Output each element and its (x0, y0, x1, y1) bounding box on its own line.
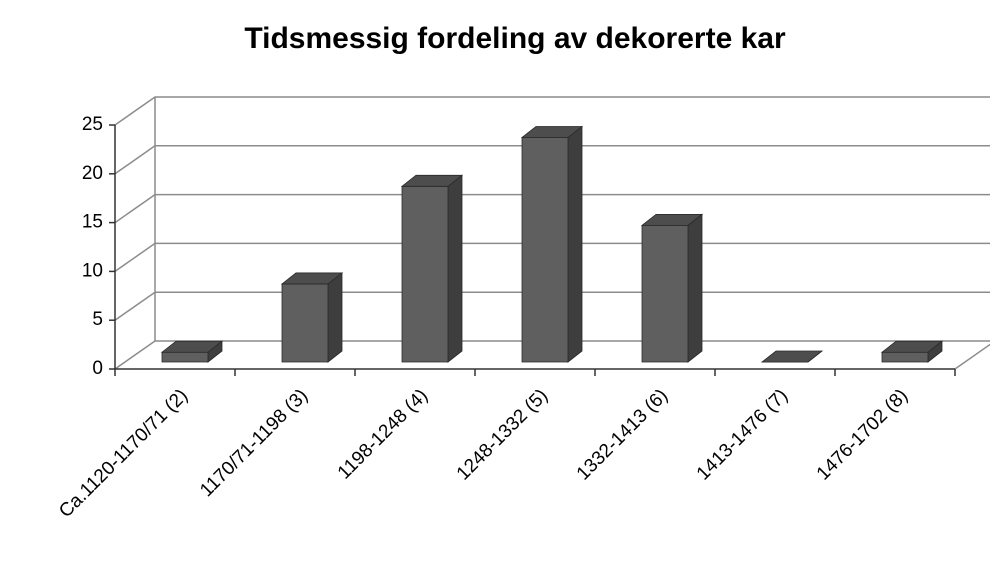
bar-side (687, 213, 703, 363)
bar-side (567, 125, 583, 363)
x-tick-label: 1198-1248 (4) (334, 385, 432, 483)
bar-top (640, 213, 704, 226)
bar-side (447, 174, 463, 363)
bar (400, 174, 464, 363)
x-tick-label: 1476-1702 (8) (813, 385, 912, 484)
bar-top (520, 126, 584, 138)
y-tick-label: 10 (82, 260, 103, 281)
bar-front (881, 351, 929, 363)
grid-line (114, 96, 990, 126)
bar-front (281, 283, 329, 363)
bar-top (160, 340, 224, 353)
chart-title: Tidsmessig fordeling av dekorerte kar (244, 22, 786, 55)
bar-front (521, 137, 569, 363)
y-tick-label: 5 (92, 309, 103, 330)
y-tick-label: 20 (82, 163, 103, 184)
bar-top (880, 340, 944, 353)
x-tick-label: 1248-1332 (5) (453, 385, 552, 484)
x-tick-label: 1332-1413 (6) (573, 385, 672, 484)
bar (640, 213, 704, 363)
bar-front (641, 224, 689, 363)
bar-top (280, 272, 344, 285)
bar-front (401, 185, 449, 363)
bar (520, 125, 584, 363)
x-tick-label: Ca.1120-1170/71 (2) (55, 385, 192, 522)
bar-side (327, 272, 343, 363)
bar (760, 350, 824, 363)
y-tick-label: 15 (82, 212, 103, 233)
y-tick-label: 0 (92, 358, 103, 379)
x-tick-label: 1170/71-1198 (3) (196, 385, 312, 501)
bar-top (760, 350, 824, 363)
floor-right (954, 343, 990, 370)
bar (280, 272, 344, 363)
bar-top (400, 174, 464, 187)
bar-front (161, 351, 209, 363)
x-tick-label: 1413-1476 (7) (693, 385, 792, 484)
bar (160, 340, 224, 363)
y-tick-label: 25 (82, 114, 103, 135)
bar (880, 340, 944, 363)
